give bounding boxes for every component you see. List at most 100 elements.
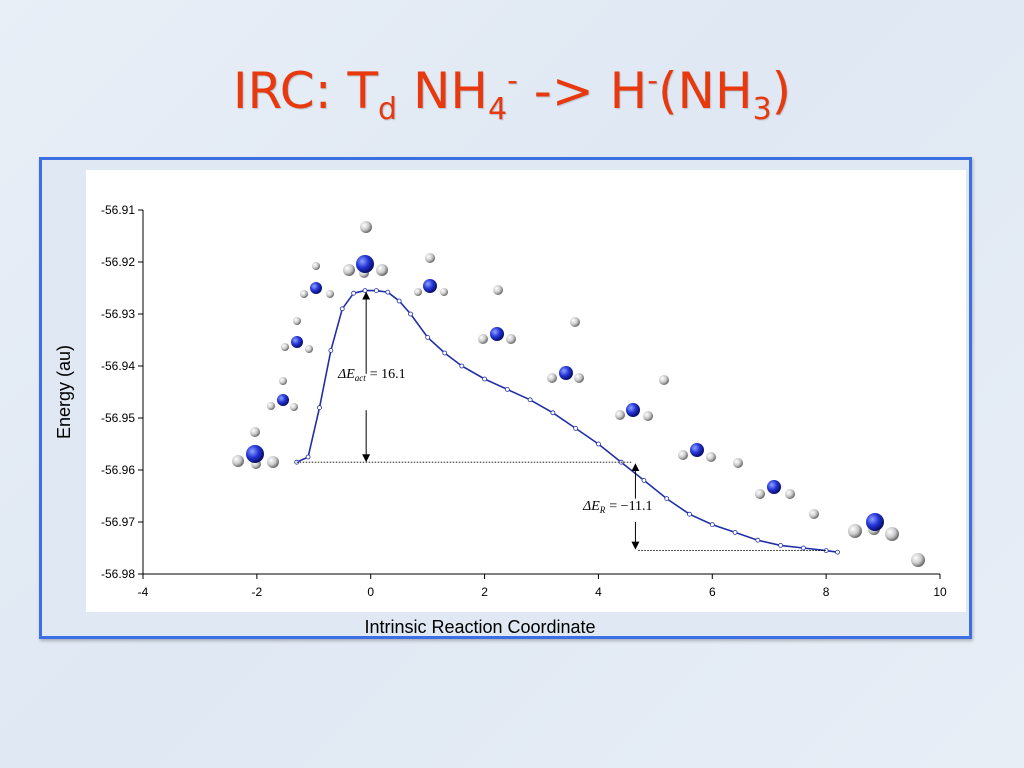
data-point [664, 496, 670, 502]
hydrogen-atom [678, 450, 688, 460]
x-tick-label: 8 [823, 585, 830, 599]
data-point [778, 543, 783, 548]
title-part: ) [771, 62, 792, 120]
y-axis-title: Energy (au) [54, 345, 74, 439]
y-tick-label: -56.92 [101, 255, 135, 269]
molecule [848, 513, 925, 567]
nitrogen-atom [310, 282, 322, 294]
hydrogen-atom [785, 489, 795, 499]
data-point [396, 298, 402, 304]
hydrogen-atom [293, 317, 301, 325]
data-point [328, 347, 334, 353]
hydrogen-atom [250, 427, 260, 437]
data-point [550, 410, 556, 416]
data-point [351, 290, 357, 296]
reaction-energy-label: ΔER = −11.1 [582, 499, 653, 515]
hydrogen-atom [733, 458, 743, 468]
y-tick-label: -56.91 [101, 203, 135, 217]
activation-energy-label: ΔEact = 16.1 [337, 367, 406, 383]
hydrogen-atom [643, 411, 653, 421]
title-superscript: - [507, 63, 518, 99]
nitrogen-atom [246, 445, 264, 463]
x-tick-label: 6 [709, 585, 716, 599]
hydrogen-atom [281, 343, 289, 351]
data-point [305, 454, 311, 460]
data-point [732, 530, 738, 535]
chart-annotations: ΔEact = 16.1 ΔER = −11.1 [296, 291, 827, 552]
data-point [687, 511, 692, 517]
hydrogen-atom [305, 345, 313, 353]
nitrogen-atom [423, 279, 437, 293]
hydrogen-atom [755, 489, 765, 499]
molecule [281, 317, 313, 353]
chart-axes: -4 -2 0 2 4 6 8 10 -56.91 -56.92 -56.93 -56.94 -56.9… [54, 203, 947, 637]
x-tick-label: 0 [367, 585, 374, 599]
data-point [573, 425, 579, 431]
molecule [232, 427, 279, 469]
data-point [596, 441, 601, 447]
x-tick-label: -2 [252, 585, 263, 599]
x-tick-label: 2 [481, 585, 488, 599]
nitrogen-atom [767, 480, 781, 494]
hydrogen-atom [279, 377, 287, 385]
title-part: NH [397, 62, 488, 120]
title-superscript: - [647, 63, 659, 99]
x-tick-label: -4 [138, 585, 149, 599]
nitrogen-atom [291, 336, 303, 348]
molecule [414, 253, 448, 296]
hydrogen-atom [360, 221, 372, 233]
molecule [755, 480, 819, 519]
y-tick-label: -56.94 [101, 359, 135, 373]
title-subscript: 4 [487, 92, 508, 127]
data-point [835, 549, 840, 555]
molecule [615, 375, 669, 421]
hydrogen-atom [706, 452, 716, 462]
title-part: -> H [517, 62, 648, 120]
data-point [408, 311, 413, 317]
hydrogen-atom [290, 403, 298, 411]
hydrogen-atom [885, 527, 899, 541]
nitrogen-atom [626, 403, 640, 417]
title-subscript: d [378, 92, 398, 127]
hydrogen-atom [376, 264, 388, 276]
data-point [374, 288, 379, 294]
hydrogen-atom [312, 262, 320, 270]
hydrogen-atom [343, 264, 355, 276]
data-point [317, 405, 322, 411]
data-point [800, 545, 806, 551]
hydrogen-atom [440, 288, 448, 296]
hydrogen-atom [493, 285, 503, 295]
hydrogen-atom [848, 524, 862, 538]
nitrogen-atom [277, 394, 289, 406]
data-point [362, 288, 368, 294]
hydrogen-atom [615, 410, 625, 420]
data-point [641, 477, 647, 483]
data-point [823, 548, 829, 553]
molecule [678, 443, 743, 468]
molecule [547, 317, 584, 383]
hydrogen-atom [809, 509, 819, 519]
y-tick-label: -56.93 [101, 307, 135, 321]
data-point [425, 334, 431, 340]
hydrogen-atom [326, 290, 334, 298]
x-tick-label: 10 [933, 585, 947, 599]
hydrogen-atom [414, 288, 422, 296]
data-point [527, 397, 533, 403]
hydrogen-atom [267, 402, 275, 410]
molecule [343, 221, 388, 278]
y-tick-label: -56.96 [101, 463, 135, 477]
data-point [504, 386, 510, 392]
data-point [755, 537, 761, 543]
data-point [385, 289, 391, 295]
nitrogen-atom [356, 255, 374, 273]
hydrogen-atom [506, 334, 516, 344]
molecule-images [232, 221, 925, 567]
hydrogen-atom [300, 290, 308, 298]
nitrogen-atom [490, 327, 504, 341]
molecule [478, 285, 516, 344]
data-point [459, 363, 465, 369]
hydrogen-atom [570, 317, 580, 327]
y-tick-label: -56.95 [101, 411, 135, 425]
nitrogen-atom [690, 443, 704, 457]
